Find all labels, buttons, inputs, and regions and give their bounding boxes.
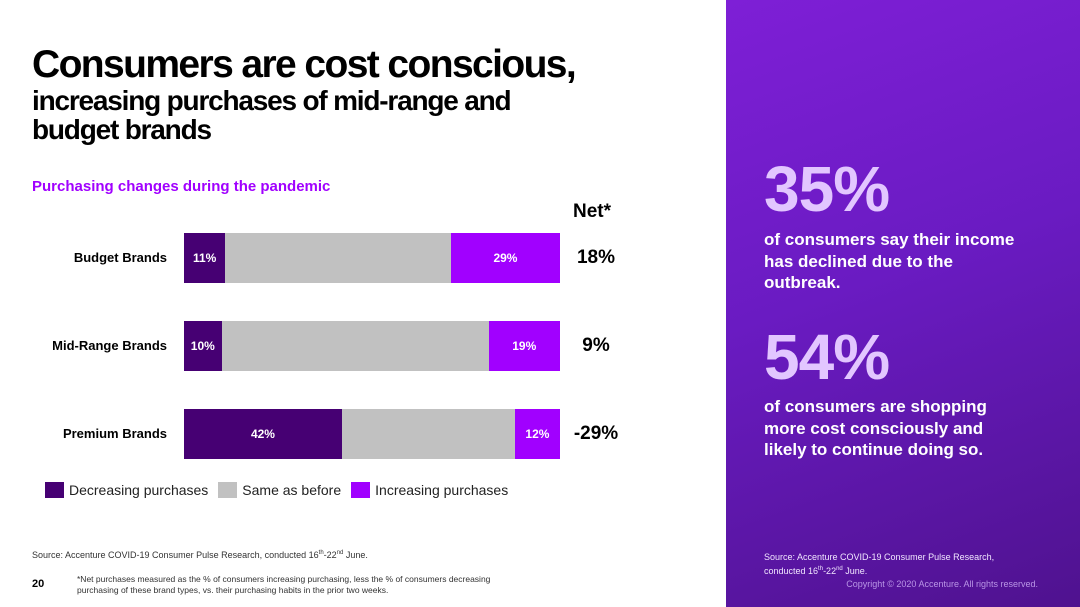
category-label: Mid-Range Brands	[52, 338, 167, 353]
footnote: *Net purchases measured as the % of cons…	[77, 574, 491, 595]
data-label: 11%	[193, 251, 217, 265]
net-value: 9%	[582, 335, 610, 356]
copyright: Copyright © 2020 Accenture. All rights r…	[846, 579, 1038, 589]
data-label: 19%	[512, 339, 537, 353]
bar-segment-increasing: 12%	[514, 409, 560, 459]
legend-swatch-decreasing	[45, 482, 64, 498]
chart-row: Budget Brands 11% 29% 18%	[0, 233, 726, 283]
data-label: 10%	[190, 339, 215, 353]
bar-segment-decreasing: 10%	[184, 321, 222, 371]
data-label: 12%	[525, 427, 550, 441]
chart-row: Mid-Range Brands 10% 19% 9%	[0, 321, 726, 371]
bar-segment-same	[225, 233, 451, 283]
bar-segment-increasing: 19%	[488, 321, 560, 371]
page-number: 20	[32, 578, 45, 590]
legend-item-increasing: Increasing purchases	[351, 482, 508, 498]
category-label: Premium Brands	[62, 426, 167, 441]
panel-source-suffix: June.	[842, 566, 868, 576]
net-column-header: Net*	[573, 201, 612, 222]
source-mid: -22	[323, 550, 337, 560]
bar-segment-increasing: 29%	[450, 233, 560, 283]
legend-swatch-same	[218, 482, 238, 498]
page-title: Consumers are cost conscious,	[32, 43, 577, 86]
data-label: 29%	[493, 251, 518, 265]
legend-item-same: Same as before	[218, 482, 341, 498]
source-sup-nd: nd	[336, 550, 344, 556]
legend-label-same: Same as before	[242, 482, 342, 498]
bar-segment-decreasing: 11%	[184, 233, 226, 283]
chart-row: Premium Brands 42% 12% -29%	[0, 409, 726, 459]
bar-segment-decreasing: 42%	[184, 409, 342, 459]
stacked-bar: 11% 29%	[184, 233, 560, 283]
legend-label-decreasing: Decreasing purchases	[69, 482, 209, 498]
chart-title: Purchasing changes during the pandemic	[32, 178, 331, 195]
main-content: Consumers are cost conscious, increasing…	[0, 43, 726, 595]
source-suffix: June.	[343, 550, 368, 560]
bar-segment-same	[221, 321, 489, 371]
panel-source-sup-th: th	[818, 566, 824, 572]
data-label: 42%	[250, 427, 275, 441]
legend-item-decreasing: Decreasing purchases	[45, 482, 208, 498]
stat1-text: of consumers say their income has declin…	[764, 230, 1015, 292]
panel-source-line2: conducted 16	[764, 566, 819, 576]
panel-source-mid: -22	[823, 566, 837, 576]
page-subtitle: increasing purchases of mid-range and bu…	[32, 85, 512, 145]
stat1-value: 35%	[764, 153, 890, 225]
stat2-text: of consumers are shopping more cost cons…	[764, 397, 987, 459]
panel-source-line1: Source: Accenture COVID-19 Consumer Puls…	[764, 552, 995, 562]
stats-panel: 35% of consumers say their income has de…	[726, 0, 1080, 607]
source-note: Source: Accenture COVID-19 Consumer Puls…	[32, 550, 368, 560]
source-sup-th: th	[318, 550, 324, 556]
panel-source-sup-nd: nd	[836, 566, 843, 572]
legend-label-increasing: Increasing purchases	[375, 482, 509, 498]
chart-legend: Decreasing purchases Same as before Incr…	[45, 482, 518, 498]
legend-swatch-increasing	[351, 482, 371, 498]
source-text: Source: Accenture COVID-19 Consumer Puls…	[32, 550, 319, 560]
stacked-bar: 10% 19%	[184, 321, 560, 371]
net-value: 18%	[576, 247, 616, 268]
net-value: -29%	[573, 423, 619, 444]
stacked-bar: 42% 12%	[184, 409, 560, 459]
bar-segment-same	[341, 409, 515, 459]
panel-source-note: Source: Accenture COVID-19 Consumer Puls…	[764, 551, 1054, 577]
stat2-value: 54%	[764, 321, 890, 393]
category-label: Budget Brands	[73, 250, 167, 265]
